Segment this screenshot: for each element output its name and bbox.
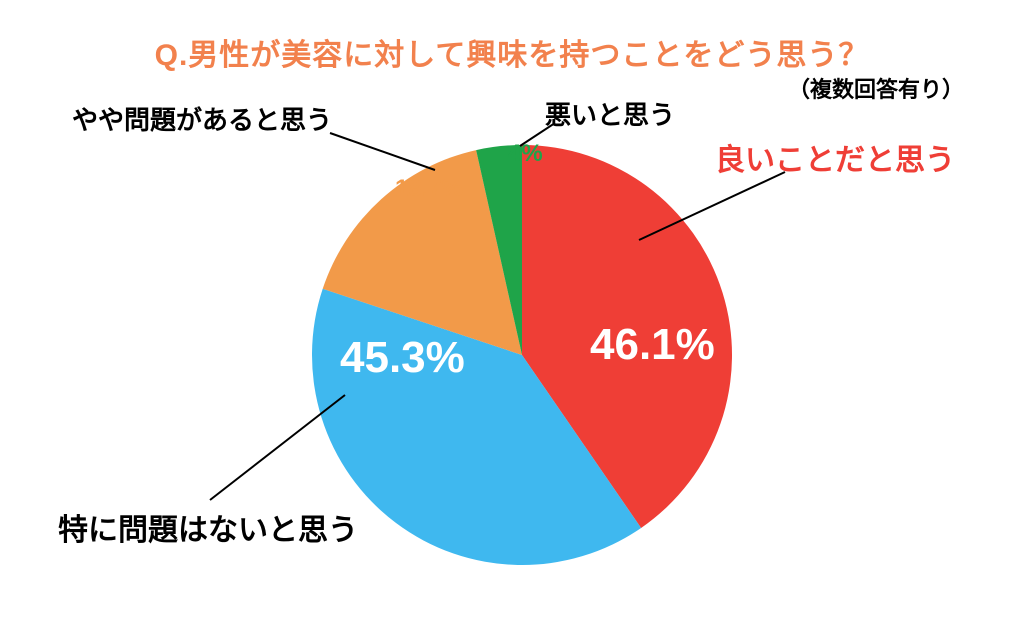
- slice-value-bad: 4%: [508, 140, 543, 168]
- slice-label-noproblem: 特に問題はないと思う: [58, 505, 358, 549]
- slice-label-good: 良いことだと思う: [715, 135, 955, 179]
- chart-canvas: Q.男性が美容に対して興味を持つことをどう思う？ （複数回答有り） 46.1% …: [0, 0, 1024, 633]
- slice-value-good: 46.1%: [590, 320, 715, 370]
- chart-title: Q.男性が美容に対して興味を持つことをどう思う？: [0, 30, 1024, 74]
- slice-label-bad: 悪いと思う: [545, 95, 675, 132]
- slice-value-someproblem: 18.7%: [395, 175, 463, 203]
- slice-label-someproblem: やや問題があると思う: [72, 100, 332, 137]
- slice-value-noproblem: 45.3%: [340, 333, 465, 383]
- chart-subtitle: （複数回答有り）: [788, 72, 964, 104]
